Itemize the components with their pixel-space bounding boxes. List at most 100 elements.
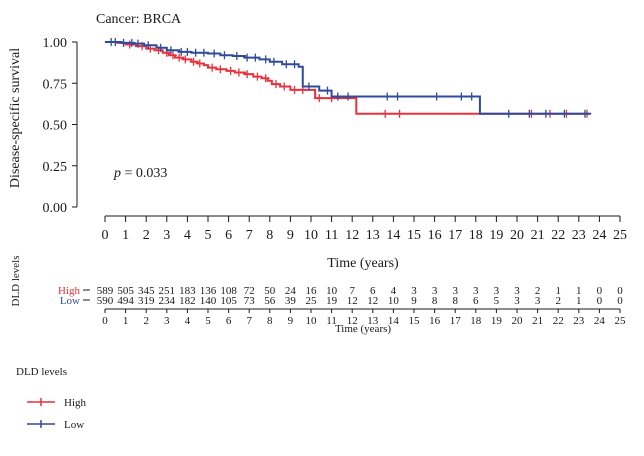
risk-x-tick-label: 24 — [594, 315, 606, 327]
censor-mark-high — [261, 74, 270, 83]
risk-count: 1 — [576, 285, 582, 297]
censor-mark-low — [383, 92, 392, 101]
censor-mark-low — [333, 92, 342, 101]
censor-mark-high — [181, 55, 190, 64]
risk-row-label-low: Low — [60, 295, 80, 307]
risk-table-y-label: DLD levels — [10, 255, 22, 306]
risk-x-tick-label: 20 — [512, 315, 524, 327]
x-tick-label: 8 — [266, 228, 273, 243]
x-tick-label: 13 — [366, 228, 380, 243]
censor-mark-low — [156, 43, 165, 52]
risk-row-label-high: High — [58, 285, 81, 297]
risk-x-tick-label: 2 — [143, 315, 149, 327]
survival-curves — [105, 38, 592, 118]
censor-mark-low — [525, 109, 534, 118]
risk-count: 0 — [617, 295, 623, 307]
y-axis: 0.00 0.25 0.50 0.75 1.00 — [43, 36, 78, 216]
x-tick-label: 19 — [489, 228, 503, 243]
x-tick-label: 0 — [102, 228, 109, 243]
censor-mark-low — [393, 92, 402, 101]
y-tick-label: 0.25 — [43, 160, 68, 175]
risk-count: 136 — [200, 285, 217, 297]
censor-mark-low — [243, 53, 252, 62]
number-at-risk-table: High 589 505 345 251 183 136 108 72 50 24 16 10 7 6 4 3 3… — [58, 285, 626, 327]
risk-x-tick-label: 9 — [288, 315, 294, 327]
censor-mark-low — [183, 47, 192, 56]
censor-mark-high — [216, 65, 225, 74]
risk-count: 3 — [494, 285, 500, 297]
risk-count: 183 — [179, 285, 196, 297]
censor-mark-low — [119, 38, 128, 47]
survival-line-low — [105, 41, 592, 115]
risk-count: 25 — [306, 295, 318, 307]
y-tick-label: 0.75 — [43, 77, 68, 92]
risk-count: 105 — [220, 295, 237, 307]
x-tick-label: 18 — [469, 228, 483, 243]
censor-mark-high — [280, 82, 289, 91]
risk-count: 10 — [388, 295, 400, 307]
censor-mark-low — [166, 46, 175, 55]
risk-count: 1 — [576, 295, 582, 307]
y-tick-label: 1.00 — [43, 36, 68, 51]
p-value-symbol: p — [113, 166, 121, 181]
x-tick-label: 23 — [572, 228, 586, 243]
x-tick-label: 25 — [613, 228, 627, 243]
censor-mark-high — [395, 109, 404, 118]
censor-mark-low — [191, 48, 200, 57]
p-value-annotation: p = 0.033 — [113, 166, 167, 181]
censor-mark-high — [195, 59, 204, 68]
censor-mark-high — [175, 53, 184, 62]
risk-x-tick-label: 7 — [246, 315, 252, 327]
risk-count: 234 — [159, 295, 176, 307]
censor-mark-high — [315, 94, 324, 103]
legend-label-low: Low — [64, 419, 84, 431]
x-tick-label: 24 — [592, 228, 606, 243]
censor-mark-high — [125, 40, 134, 49]
censor-mark-low — [251, 53, 260, 62]
x-tick-label: 22 — [551, 228, 565, 243]
risk-count: 6 — [370, 285, 376, 297]
risk-count: 3 — [432, 285, 438, 297]
risk-count: 345 — [138, 285, 155, 297]
censor-mark-high — [168, 51, 177, 60]
risk-count: 589 — [97, 285, 114, 297]
risk-x-tick-label: 6 — [226, 315, 232, 327]
risk-count: 72 — [244, 285, 255, 297]
risk-count: 12 — [347, 295, 358, 307]
risk-count: 2 — [555, 295, 561, 307]
risk-count: 10 — [326, 285, 338, 297]
x-axis: 0 1 2 3 4 5 6 7 8 9 10 11 12 13 14 15 16 17 18 19 20 21 22 23 24… — [102, 215, 627, 243]
censor-mark-low — [261, 55, 270, 64]
risk-count: 3 — [535, 295, 541, 307]
censor-mark-low — [133, 39, 142, 48]
x-tick-label: 16 — [428, 228, 442, 243]
censor-mark-low — [457, 92, 466, 101]
x-tick-label: 15 — [407, 228, 421, 243]
y-axis-label: Disease-specific survival — [8, 48, 23, 188]
legend-title: DLD levels — [16, 366, 67, 378]
x-tick-label: 11 — [325, 228, 338, 243]
risk-x-tick-label: 3 — [164, 315, 170, 327]
risk-x-tick-label: 11 — [326, 315, 337, 327]
risk-count: 108 — [220, 285, 237, 297]
x-tick-label: 17 — [448, 228, 462, 243]
risk-count: 56 — [264, 295, 276, 307]
risk-count: 319 — [138, 295, 155, 307]
risk-x-tick-label: 16 — [429, 315, 441, 327]
x-tick-label: 21 — [531, 228, 545, 243]
x-tick-label: 9 — [287, 228, 294, 243]
chart-title: Cancer: BRCA — [96, 12, 182, 27]
censor-mark-low — [432, 92, 441, 101]
risk-count: 3 — [514, 295, 520, 307]
x-tick-label: 6 — [225, 228, 232, 243]
censor-mark-high — [226, 66, 235, 75]
censor-mark-low — [210, 49, 219, 58]
risk-count: 251 — [159, 285, 176, 297]
x-tick-label: 12 — [345, 228, 359, 243]
survival-line-high — [105, 41, 590, 115]
censor-mark-low — [232, 52, 241, 61]
risk-x-tick-label: 18 — [470, 315, 482, 327]
censor-mark-low — [541, 109, 550, 118]
risk-count: 3 — [411, 285, 417, 297]
